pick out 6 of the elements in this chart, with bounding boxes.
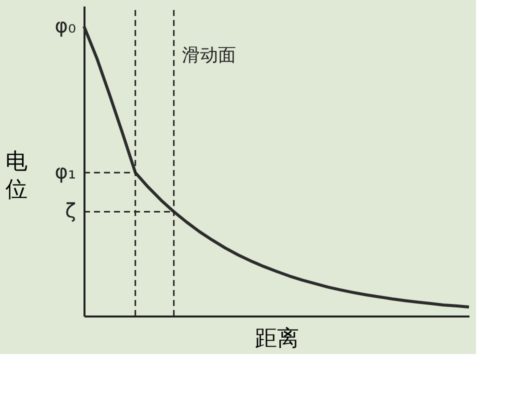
text: φ₀	[54, 13, 76, 38]
ref-line-label: φ₁	[54, 160, 76, 184]
annotation: 滑动面	[182, 45, 236, 66]
x-axis-title: 距离	[255, 326, 299, 352]
ref-line-label: ζ	[65, 198, 76, 223]
y-axis-title: 电位	[6, 150, 28, 202]
